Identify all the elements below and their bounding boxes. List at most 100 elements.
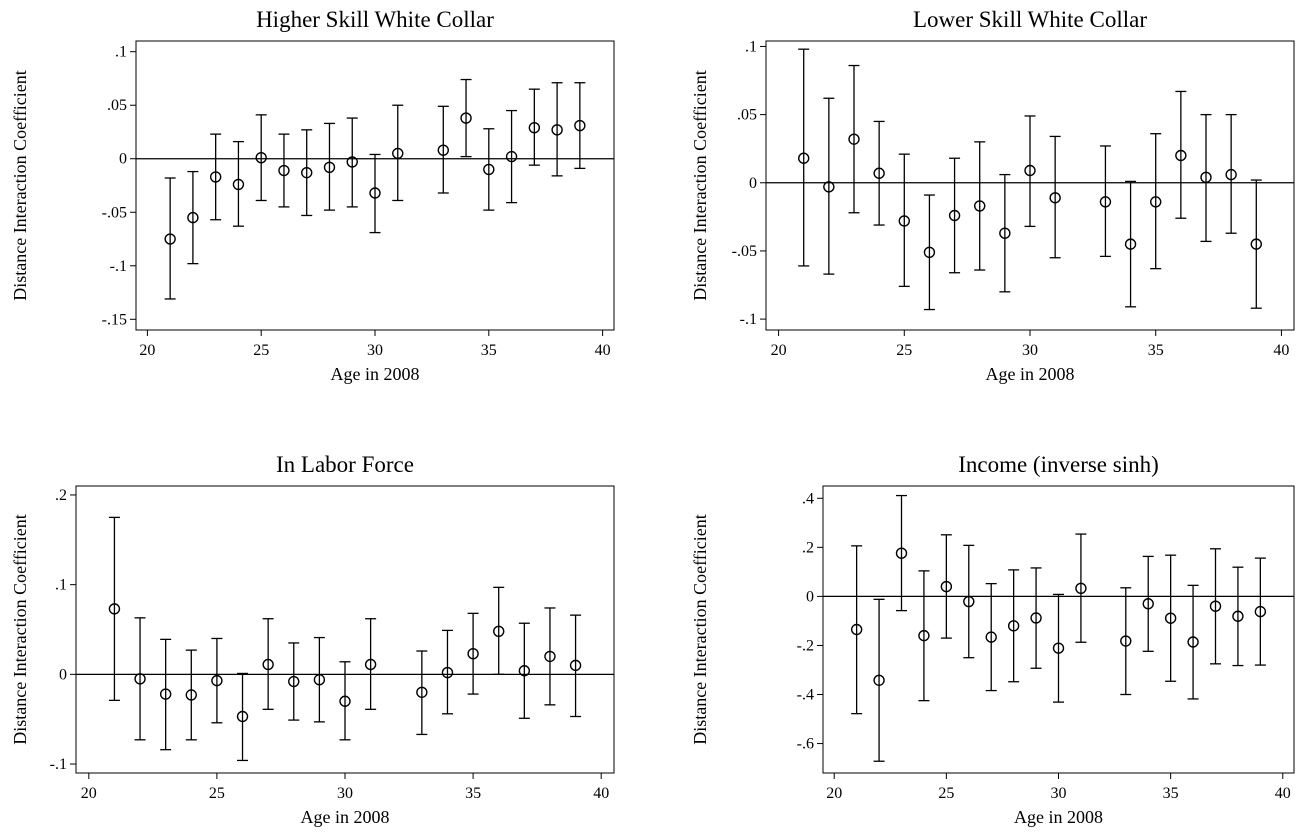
point-estimate <box>441 666 454 679</box>
x-tick-label: 35 <box>465 785 481 802</box>
x-tick-label: 30 <box>1022 342 1038 359</box>
point-estimate <box>159 688 172 700</box>
y-tick-label: -.05 <box>102 204 127 221</box>
point-estimate <box>1099 196 1112 208</box>
point-estimate <box>1024 164 1036 177</box>
chart-title: Higher Skill White Collar <box>256 7 494 32</box>
chart-title: Income (inverse sinh) <box>958 452 1159 477</box>
point-estimate <box>369 187 381 199</box>
point-estimate <box>974 200 986 212</box>
point-estimate <box>416 686 428 698</box>
x-tick-label: 40 <box>595 342 611 359</box>
point-estimate <box>999 227 1011 239</box>
x-tick-label: 20 <box>139 342 155 359</box>
point-estimate <box>483 163 495 176</box>
point-estimate <box>948 209 961 222</box>
point-estimate <box>1164 612 1177 624</box>
y-tick-label: 0 <box>749 175 757 192</box>
y-tick-label: -.4 <box>797 687 814 704</box>
x-tick-label: 30 <box>337 785 353 802</box>
x-tick-label: 35 <box>1148 342 1164 359</box>
x-tick-label: 30 <box>1051 785 1067 802</box>
point-estimate <box>187 211 199 224</box>
x-tick-label: 40 <box>593 785 609 802</box>
y-tick-label: .1 <box>115 44 127 61</box>
point-estimate <box>236 710 249 723</box>
x-tick-label: 25 <box>209 785 225 802</box>
point-estimate <box>185 689 197 701</box>
point-estimate <box>1142 598 1154 610</box>
panel-1: Lower Skill White Collar 20 25 30 35 40 -.1 -.0… <box>690 7 1295 384</box>
point-estimate <box>313 674 326 686</box>
point-estimate <box>339 695 351 707</box>
point-estimate <box>918 629 930 642</box>
panel-2: In Labor Force 20 25 30 35 40 -.1 0 .1 .2 Age in 2… <box>10 452 615 827</box>
x-axis-title: Age in 2008 <box>301 807 390 827</box>
point-estimate <box>544 650 556 663</box>
x-tick-label: 40 <box>1273 342 1289 359</box>
y-tick-label: -.1 <box>740 311 757 328</box>
point-estimate <box>1007 620 1020 632</box>
point-estimate <box>323 161 336 174</box>
x-tick-label: 25 <box>896 342 912 359</box>
point-estimate <box>848 133 860 145</box>
y-tick-label: 0 <box>119 151 127 168</box>
x-tick-label: 35 <box>1163 785 1179 802</box>
point-estimate <box>1209 600 1222 612</box>
point-estimate <box>940 580 953 593</box>
x-axis-title: Age in 2008 <box>331 364 420 384</box>
point-estimate <box>1150 196 1162 208</box>
point-estimate <box>518 665 531 677</box>
y-axis-title: Distance Interaction Coefficient <box>10 70 30 301</box>
point-estimate <box>850 623 863 636</box>
point-estimate <box>1250 238 1262 250</box>
x-tick-label: 20 <box>81 785 97 802</box>
point-estimate <box>1187 636 1199 648</box>
point-estimate <box>505 150 518 163</box>
y-tick-label: -.2 <box>797 637 814 654</box>
point-estimate <box>364 658 377 671</box>
y-axis-title: Distance Interaction Coefficient <box>690 70 710 301</box>
point-estimate <box>1049 192 1061 204</box>
point-estimate <box>1030 612 1042 624</box>
chart-title: In Labor Force <box>276 452 414 477</box>
chart-title: Lower Skill White Collar <box>913 7 1147 32</box>
y-tick-label: 0 <box>59 666 67 683</box>
point-estimate <box>134 673 146 685</box>
point-estimate <box>1200 171 1212 184</box>
point-estimate <box>164 233 176 245</box>
point-estimate <box>493 625 505 637</box>
point-estimate <box>1052 642 1065 654</box>
point-estimate <box>255 151 267 164</box>
panel-3: Income (inverse sinh) 20 25 30 35 40 -.6 -.4 -.2… <box>690 452 1295 827</box>
x-tick-label: 25 <box>938 785 954 802</box>
y-tick-label: .05 <box>737 107 757 124</box>
point-estimate <box>985 631 997 643</box>
y-tick-label: .1 <box>745 38 757 55</box>
x-tick-label: 20 <box>826 785 842 802</box>
point-estimate <box>898 215 910 227</box>
point-estimate <box>873 167 885 179</box>
y-tick-label: -.6 <box>797 736 814 753</box>
y-tick-label: -.1 <box>50 756 67 773</box>
y-tick-label: -.15 <box>102 311 127 328</box>
point-estimate <box>278 164 290 177</box>
point-estimate <box>288 675 300 688</box>
x-tick-label: 30 <box>367 342 383 359</box>
y-axis-title: Distance Interaction Coefficient <box>690 514 710 745</box>
y-axis-title: Distance Interaction Coefficient <box>10 514 30 745</box>
x-axis-title: Age in 2008 <box>1014 807 1103 827</box>
point-estimate <box>1254 605 1267 618</box>
x-tick-label: 20 <box>771 342 787 359</box>
point-estimate <box>232 178 245 191</box>
point-estimate <box>262 658 274 671</box>
point-estimate <box>569 659 582 672</box>
y-tick-label: 0 <box>806 588 814 605</box>
x-tick-label: 25 <box>253 342 269 359</box>
point-estimate <box>1225 168 1237 181</box>
point-estimate <box>346 156 358 168</box>
point-estimate <box>873 674 885 686</box>
point-estimate <box>209 171 222 183</box>
point-estimate <box>551 124 563 136</box>
